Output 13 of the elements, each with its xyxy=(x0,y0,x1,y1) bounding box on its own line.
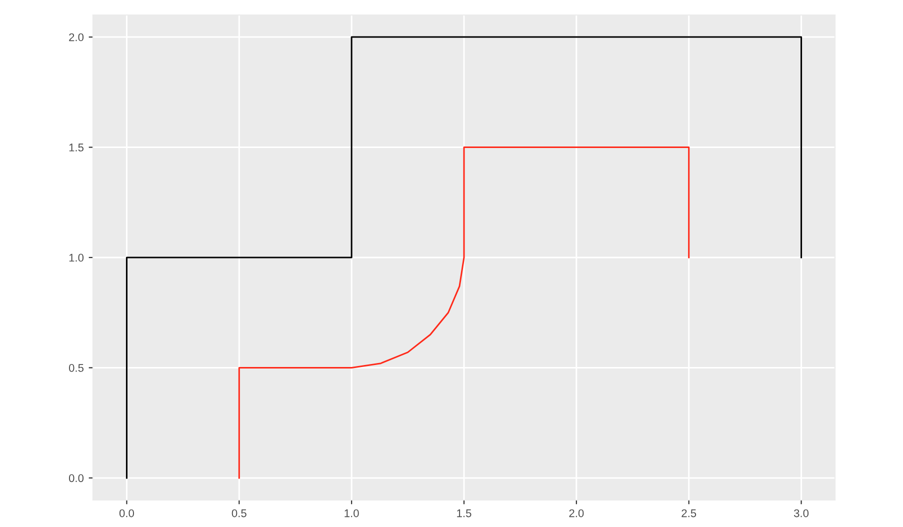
x-tick-label: 1.5 xyxy=(457,509,472,518)
y-tick-label: 1.5 xyxy=(69,144,84,152)
line-series xyxy=(238,146,690,479)
y-tick-label: 0.5 xyxy=(68,364,84,372)
x-tick-label: 1.0 xyxy=(344,509,359,518)
y-tick-label: 0.0 xyxy=(68,474,84,482)
y-tick-label: 2.0 xyxy=(69,33,84,42)
x-tick-label: 0.0 xyxy=(119,509,134,518)
x-tick-label: 3.0 xyxy=(794,509,809,518)
x-tick-label: 2.5 xyxy=(682,509,696,518)
y-tick-label: 1.0 xyxy=(69,254,84,262)
x-tick-label: 2.0 xyxy=(569,509,584,518)
x-tick-label: 0.5 xyxy=(232,509,246,518)
